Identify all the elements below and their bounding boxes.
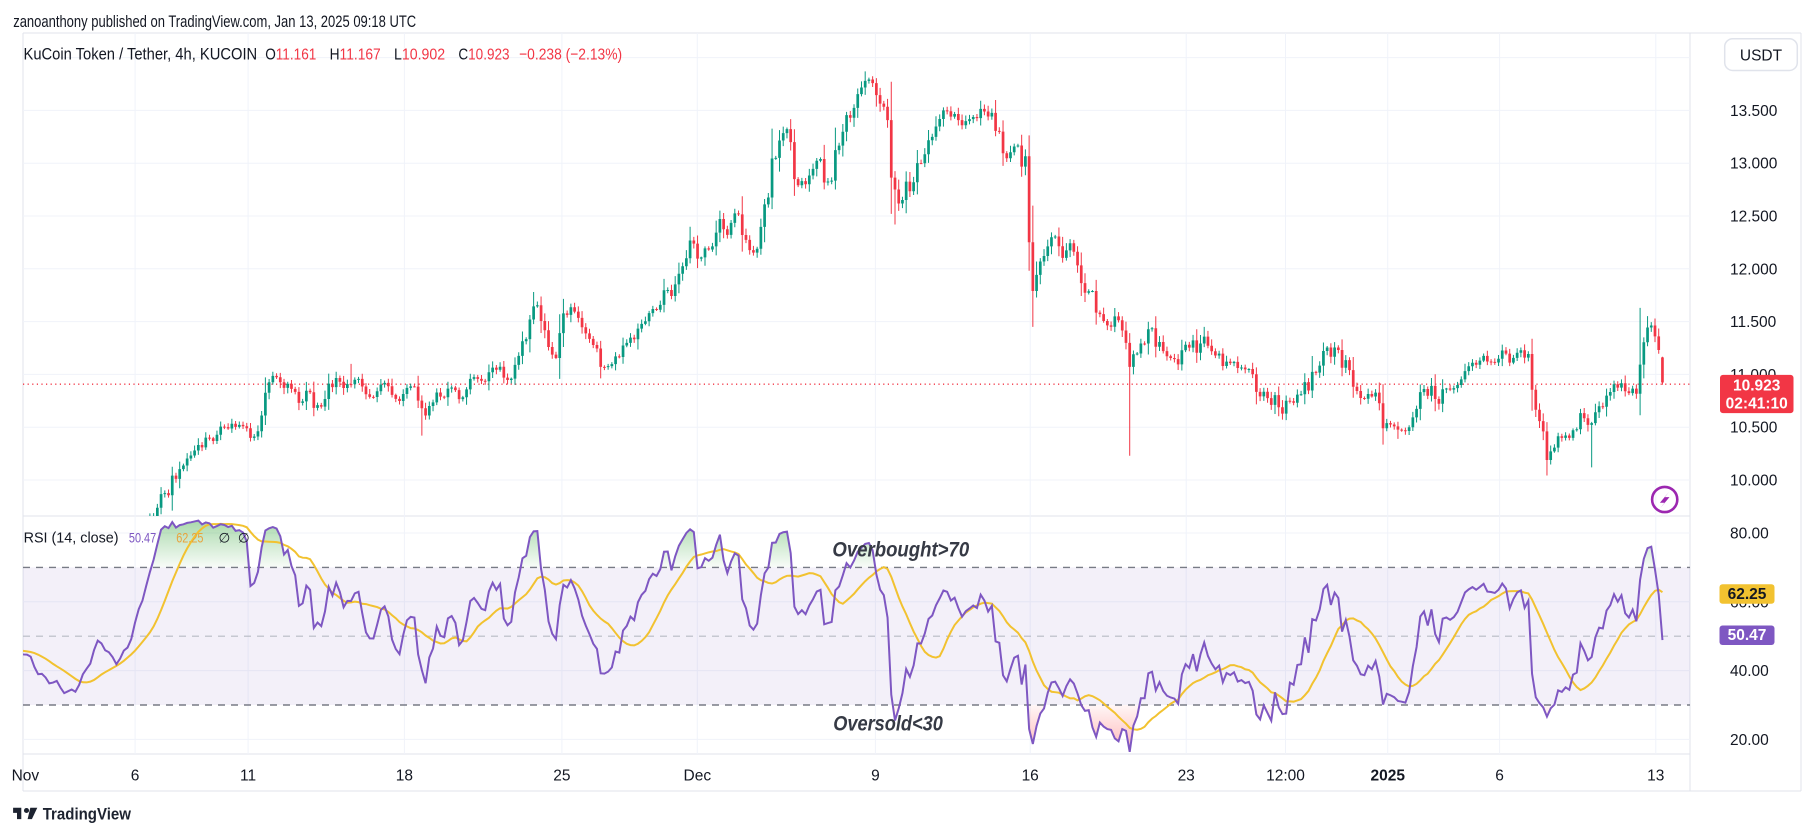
svg-text:10.923: 10.923 (1733, 378, 1781, 395)
svg-text:23: 23 (1178, 768, 1195, 785)
svg-text:16: 16 (1022, 768, 1039, 785)
svg-text:12.000: 12.000 (1730, 261, 1778, 278)
svg-text:Overbought>70: Overbought>70 (832, 538, 969, 562)
svg-text:10.500: 10.500 (1730, 420, 1778, 437)
svg-text:RSI (14, close): RSI (14, close) (24, 531, 119, 547)
svg-text:Dec: Dec (684, 768, 712, 785)
svg-text:10.000: 10.000 (1730, 473, 1778, 490)
svg-text:62.25: 62.25 (176, 530, 203, 546)
svg-text:11: 11 (240, 768, 256, 785)
svg-text:∅: ∅ (238, 531, 250, 546)
svg-text:9: 9 (871, 768, 880, 785)
svg-text:62.25: 62.25 (1728, 586, 1767, 603)
svg-text:L10.902: L10.902 (394, 47, 445, 64)
svg-text:50.47: 50.47 (1728, 627, 1767, 644)
svg-text:11.500: 11.500 (1730, 314, 1777, 331)
svg-text:02:41:10: 02:41:10 (1726, 396, 1788, 413)
svg-text:Oversold<30: Oversold<30 (833, 712, 943, 736)
svg-text:80.00: 80.00 (1730, 526, 1769, 543)
svg-text:18: 18 (396, 768, 413, 785)
svg-text:13.500: 13.500 (1730, 103, 1778, 120)
svg-text:−0.238 (−2.13%): −0.238 (−2.13%) (519, 47, 622, 64)
svg-text:6: 6 (131, 768, 140, 785)
svg-text:zanoanthony published on Tradi: zanoanthony published on TradingView.com… (13, 12, 416, 31)
svg-text:C10.923: C10.923 (458, 47, 509, 64)
svg-text:13: 13 (1647, 768, 1664, 785)
svg-text:O11.161: O11.161 (265, 47, 316, 64)
svg-text:50.47: 50.47 (129, 530, 156, 546)
svg-text:H11.167: H11.167 (330, 47, 381, 64)
svg-text:Nov: Nov (12, 768, 40, 785)
svg-text:KuCoin Token / Tether, 4h, KUC: KuCoin Token / Tether, 4h, KUCOIN (24, 45, 258, 64)
svg-text:12:00: 12:00 (1266, 768, 1305, 785)
svg-text:2025: 2025 (1370, 768, 1405, 785)
svg-text:∅: ∅ (219, 531, 231, 546)
svg-text:13.000: 13.000 (1730, 156, 1778, 173)
svg-text:25: 25 (553, 768, 570, 785)
svg-text:40.00: 40.00 (1730, 663, 1769, 680)
svg-text:TradingView: TradingView (43, 805, 131, 823)
svg-text:6: 6 (1495, 768, 1504, 785)
svg-text:20.00: 20.00 (1730, 732, 1769, 749)
svg-text:USDT: USDT (1740, 48, 1783, 65)
svg-text:12.500: 12.500 (1730, 209, 1778, 226)
